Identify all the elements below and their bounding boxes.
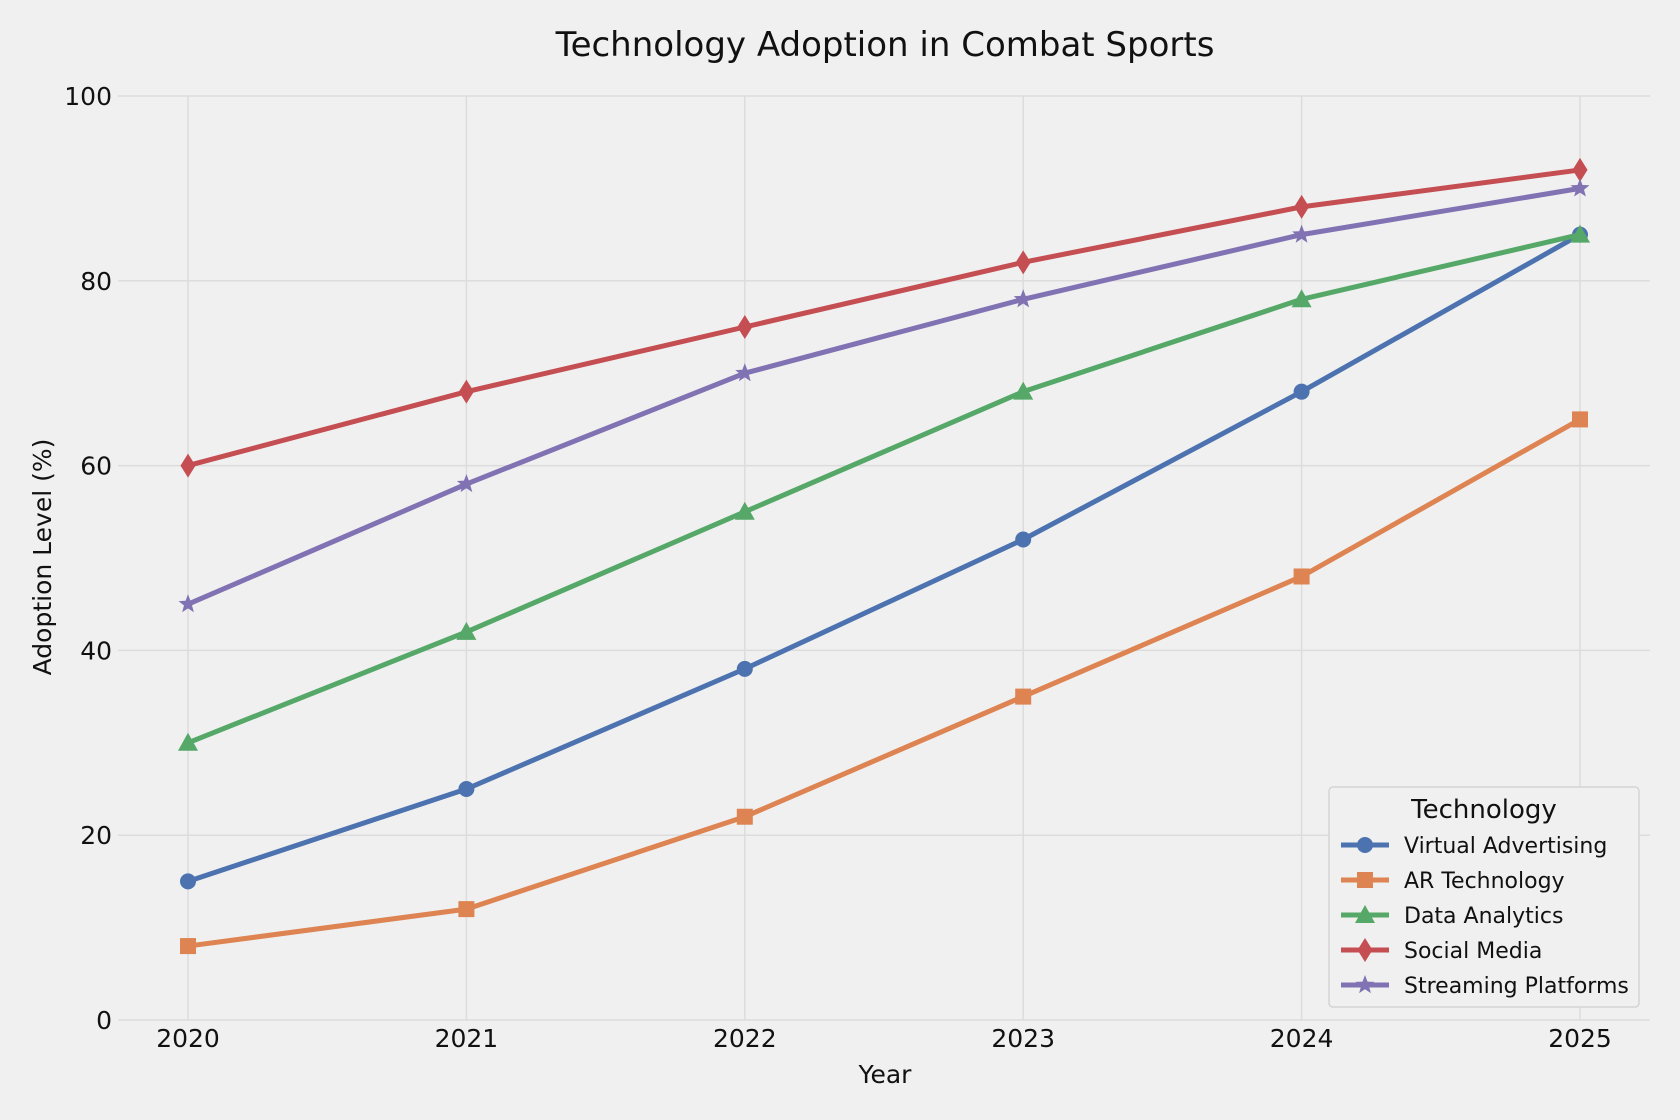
data-point [458, 781, 475, 797]
data-point [1015, 250, 1031, 275]
data-point [1570, 178, 1590, 197]
y-axis-label: Adoption Level (%) [28, 439, 57, 676]
data-point [737, 315, 753, 339]
data-point [1291, 289, 1312, 308]
y-tick-label: 60 [80, 452, 112, 481]
x-tick-label: 2022 [713, 1024, 777, 1053]
legend-marker [1355, 905, 1375, 923]
data-point [180, 873, 196, 890]
x-tick-label: 2020 [156, 1024, 220, 1053]
data-point [1294, 194, 1310, 219]
y-axis-ticks: 0 20 40 60 80 100 [64, 82, 112, 1035]
legend-item: Virtual Advertising [1341, 834, 1607, 859]
data-point [734, 501, 755, 520]
series-line [185, 185, 1583, 607]
legend-label: Streaming Platforms [1404, 974, 1629, 999]
data-point [735, 363, 755, 382]
series-streaming-platforms [178, 178, 1590, 613]
x-tick-label: 2021 [435, 1024, 499, 1053]
data-point [458, 379, 474, 404]
series-line [185, 167, 1583, 469]
legend-items: Virtual Advertising AR Technology Data Ana… [1341, 834, 1629, 999]
data-point [180, 938, 196, 955]
legend-label: AR Technology [1404, 869, 1565, 894]
series-ar-technology [180, 411, 1588, 955]
series-line [185, 232, 1583, 746]
y-tick-label: 40 [80, 636, 112, 665]
data-point [1570, 224, 1590, 243]
y-tick-label: 0 [96, 1006, 112, 1035]
x-tick-label: 2023 [991, 1024, 1055, 1053]
legend-label: Virtual Advertising [1404, 834, 1607, 859]
legend-item: AR Technology [1341, 869, 1565, 894]
x-axis-ticks: 2020 2021 2022 2023 2024 2025 [156, 1024, 1612, 1053]
x-tick-label: 2024 [1270, 1024, 1334, 1053]
y-tick-label: 20 [80, 821, 112, 850]
data-point [736, 808, 753, 825]
x-axis-label: Year [858, 1060, 913, 1089]
series-data-analytics [178, 224, 1590, 751]
legend-marker [1357, 837, 1373, 853]
legend-box [1328, 786, 1640, 1008]
legend-label: Data Analytics [1404, 904, 1563, 929]
data-point [456, 474, 476, 493]
legend-marker [1357, 872, 1373, 888]
series-line [185, 416, 1583, 949]
y-tick-label: 100 [64, 82, 112, 111]
grid [118, 95, 1650, 1021]
legend-item: Streaming Platforms [1341, 974, 1629, 999]
data-point [456, 621, 477, 640]
legend-label: Social Media [1404, 939, 1542, 964]
chart-title: Technology Adoption in Combat Sports [555, 25, 1215, 65]
data-point [458, 901, 475, 918]
legend-title: Technology [1410, 795, 1557, 825]
data-point [1015, 688, 1032, 705]
legend-marker [1355, 975, 1375, 994]
data-point [1572, 157, 1588, 182]
series-group [178, 157, 1590, 955]
y-tick-label: 80 [80, 267, 112, 296]
legend-item: Data Analytics [1341, 904, 1563, 929]
series-line [185, 232, 1583, 884]
data-point [1013, 289, 1033, 308]
data-point [1013, 381, 1034, 400]
data-point [1572, 411, 1588, 428]
x-tick-label: 2025 [1548, 1024, 1612, 1053]
data-point [180, 453, 196, 478]
data-point [1293, 568, 1310, 585]
data-point [178, 732, 198, 751]
legend-marker [1357, 938, 1373, 962]
data-point [1293, 383, 1310, 400]
legend-item: Social Media [1341, 938, 1542, 964]
data-point [1292, 224, 1312, 243]
data-point [736, 660, 753, 677]
series-social-media [180, 157, 1588, 478]
legend: Technology Virtual Advertising AR Technol… [1328, 786, 1640, 1008]
data-point [178, 594, 198, 613]
data-point [1015, 531, 1032, 548]
